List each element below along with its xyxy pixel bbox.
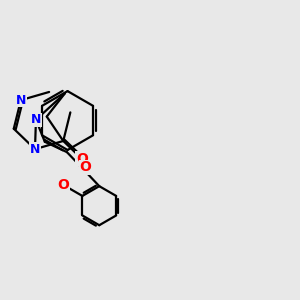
Text: O: O	[76, 152, 88, 166]
Text: N: N	[16, 94, 26, 106]
Text: N: N	[30, 142, 40, 156]
Text: N: N	[31, 113, 41, 126]
Text: O: O	[80, 160, 92, 174]
Text: O: O	[57, 178, 69, 192]
